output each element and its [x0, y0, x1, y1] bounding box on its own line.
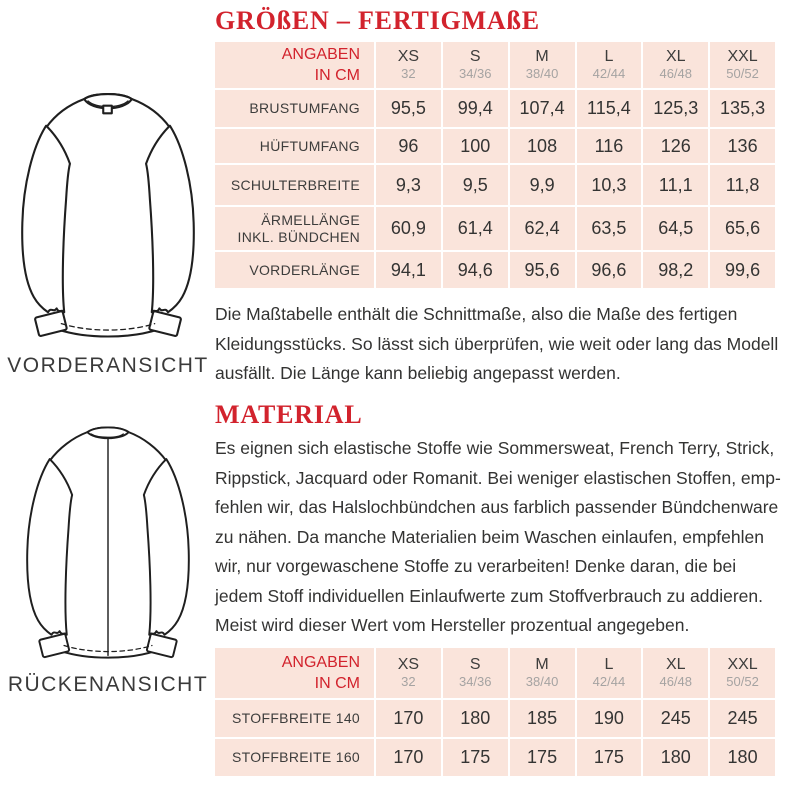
measurement-cell: 65,6 [710, 207, 775, 250]
row-label-cell: ÄRMELLÄNGE INKL. BÜNDCHEN [215, 207, 374, 250]
text-line: ausfällt. Die Länge kann beliebig angepa… [215, 363, 621, 383]
measurement-cell: 94,1 [376, 252, 441, 288]
front-view-caption: VORDERANSICHT [7, 354, 209, 377]
measurement-cell: 61,4 [442, 207, 508, 250]
measurement-cell: 62,4 [509, 207, 575, 250]
fabric-requirements-table: ANGABEN IN CM XS 32 S 34/36 M 38/40 L 42/44 … [215, 648, 775, 776]
measurement-cell: 98,2 [643, 252, 709, 288]
text-line: Es eignen sich elastische Stoffe wie Som… [215, 438, 775, 458]
measurement-cell: 190 [576, 700, 642, 737]
size-column-header: M 38/40 [509, 648, 575, 698]
measurement-cell: 175 [509, 739, 575, 776]
corner-label-line2: IN CM [314, 67, 360, 84]
measurement-cell: 95,5 [376, 90, 441, 127]
measurement-cell: 115,4 [576, 90, 642, 127]
sizes-description: Die Maßtabelle enthält die Schnittmaße, … [215, 300, 785, 389]
measurement-cell: 136 [710, 129, 775, 163]
material-section-title: MATERIAL [215, 400, 363, 429]
size-column-header: L 42/44 [576, 42, 642, 88]
row-label-cell: STOFFBREITE 160 [215, 739, 374, 776]
dress-back-illustration [6, 416, 210, 676]
measurement-cell: 245 [643, 700, 709, 737]
measurement-cell: 107,4 [509, 90, 575, 127]
sizes-section-title: GRÖßEN – FERTIGMAßE [215, 6, 540, 35]
size-column-header: XXL 50/52 [710, 42, 775, 88]
row-label-cell: STOFFBREITE 140 [215, 700, 374, 737]
size-column-header: M 38/40 [509, 42, 575, 88]
corner-label-line1: ANGABEN [281, 46, 360, 63]
text-line: Meist wird dieser Wert vom Hersteller pr… [215, 615, 690, 635]
size-column-header: S 34/36 [442, 648, 508, 698]
text-line: Rippstick, Jacquard oder Romanit. Bei we… [215, 467, 781, 488]
measurement-cell: 108 [509, 129, 575, 163]
size-column-header: L 42/44 [576, 648, 642, 698]
text-line: fehlen wir, das Halslochbündchen aus far… [215, 497, 779, 517]
measurement-cell: 11,1 [643, 165, 709, 205]
dress-back-drawing [26, 426, 190, 659]
measurement-cell: 60,9 [376, 207, 441, 250]
measurement-cell: 245 [710, 700, 775, 737]
measurement-cell: 99,6 [710, 252, 775, 288]
size-column-header: XXL 50/52 [710, 648, 775, 698]
corner-label-line2: IN CM [314, 675, 360, 692]
measurement-cell: 9,9 [509, 165, 575, 205]
size-column-header: XS 32 [376, 648, 441, 698]
size-column-header: XL 46/48 [643, 648, 709, 698]
measurement-cell: 64,5 [643, 207, 709, 250]
measurement-cell: 96 [376, 129, 441, 163]
material-description: Es eignen sich elastische Stoffe wie Som… [215, 434, 785, 641]
measurement-cell: 175 [576, 739, 642, 776]
measurement-cell: 99,4 [442, 90, 508, 127]
corner-label-line1: ANGABEN [281, 654, 360, 671]
text-line: Die Maßtabelle enthält die Schnittmaße, … [215, 304, 738, 324]
measurement-cell: 170 [376, 739, 441, 776]
dress-front-drawing [21, 92, 195, 338]
text-line: wir, nur vorgewaschene Stoffe zu verarbe… [215, 556, 737, 576]
row-label-cell: SCHULTERBREITE [215, 165, 374, 205]
measurement-cell: 170 [376, 700, 441, 737]
measurement-cell: 116 [576, 129, 642, 163]
row-label-cell: BRUSTUMFANG [215, 90, 374, 127]
size-column-header: XS 32 [376, 42, 441, 88]
measurement-cell: 63,5 [576, 207, 642, 250]
measurement-cell: 135,3 [710, 90, 775, 127]
measurement-cell: 11,8 [710, 165, 775, 205]
text-line: jedem Stoff individuellen Einlaufwerte z… [215, 585, 764, 606]
table-corner-cell: ANGABEN IN CM [215, 42, 374, 88]
measurement-cell: 185 [509, 700, 575, 737]
text-line: zu nähen. Da manche Materialien beim Was… [215, 526, 764, 547]
finished-measurements-table: ANGABEN IN CM XS 32 S 34/36 M 38/40 L 42/44 … [215, 42, 775, 288]
measurement-cell: 125,3 [643, 90, 709, 127]
row-label-cell: VORDERLÄNGE [215, 252, 374, 288]
measurement-cell: 180 [442, 700, 508, 737]
measurement-cell: 126 [643, 129, 709, 163]
size-column-header: XL 46/48 [643, 42, 709, 88]
row-label-cell: HÜFTUMFANG [215, 129, 374, 163]
back-view-caption: RÜCKENANSICHT [7, 673, 209, 696]
text-line: Kleidungsstücks. So lässt sich überprüfe… [215, 333, 779, 354]
measurement-cell: 100 [442, 129, 508, 163]
measurement-cell: 96,6 [576, 252, 642, 288]
measurement-cell: 175 [442, 739, 508, 776]
measurement-cell: 94,6 [442, 252, 508, 288]
dress-front-illustration [6, 80, 210, 356]
measurement-cell: 180 [643, 739, 709, 776]
measurement-cell: 9,5 [442, 165, 508, 205]
table-corner-cell: ANGABEN IN CM [215, 648, 374, 698]
measurement-cell: 9,3 [376, 165, 441, 205]
measurement-cell: 180 [710, 739, 775, 776]
measurement-cell: 95,6 [509, 252, 575, 288]
size-column-header: S 34/36 [442, 42, 508, 88]
measurement-cell: 10,3 [576, 165, 642, 205]
